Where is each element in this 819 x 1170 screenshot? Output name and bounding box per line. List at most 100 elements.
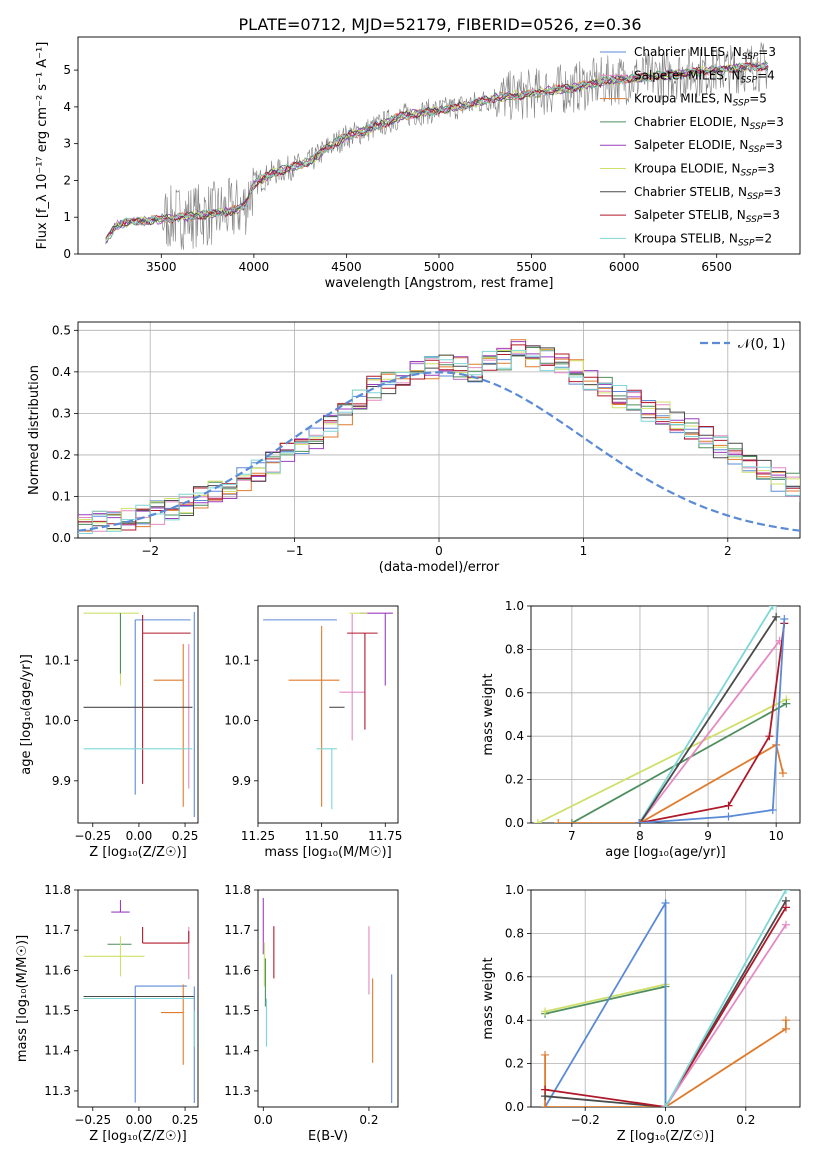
histogram-step-line bbox=[78, 349, 800, 534]
plus-marker bbox=[724, 812, 733, 821]
y-tick-label: 2 bbox=[63, 173, 71, 187]
plus-marker bbox=[781, 1024, 790, 1033]
legend-entry: 𝒩(0, 1) bbox=[738, 337, 785, 352]
x-tick-label: 7 bbox=[568, 829, 576, 843]
y-tick-label: 0.0 bbox=[505, 1100, 524, 1114]
x-tick-label: 11.50 bbox=[304, 829, 338, 843]
legend-suffix: =3 bbox=[758, 45, 776, 59]
x-axis-label: age [log₁₀(age/yr)] bbox=[605, 845, 726, 860]
axes-frame bbox=[530, 605, 801, 824]
y-axis-label: Flux [f_λ 10⁻¹⁷ erg cm⁻² s⁻¹ A⁻¹] bbox=[35, 42, 50, 250]
weight-series-line bbox=[639, 623, 786, 823]
x-tick-label: −0.2 bbox=[571, 1113, 600, 1127]
age_vs_Z-axes: −0.25 0.00 0.25 9.9 10.0 10.1 Z [log₁₀(Z/Z☉)] a… bbox=[19, 605, 199, 860]
plus-marker bbox=[567, 819, 576, 823]
legend-entry: Salpeter STELIB, NSSP=3 bbox=[634, 208, 780, 225]
axes-frame bbox=[77, 605, 199, 824]
y-tick-label: 11.7 bbox=[44, 923, 71, 937]
residuals-axes: −2 −1 0 1 2 0.0 0.1 0.2 0.3 0.4 0.5 (data-model)/er… bbox=[27, 321, 801, 575]
axes-frame bbox=[77, 36, 801, 255]
errorbar-point bbox=[134, 985, 187, 1103]
y-tick-label: 0.5 bbox=[52, 323, 71, 337]
plus-marker bbox=[772, 612, 781, 621]
plus-marker bbox=[635, 819, 644, 823]
y-tick-label: 11.7 bbox=[224, 923, 251, 937]
legend-suffix: =3 bbox=[757, 162, 775, 176]
y-tick-label: 3 bbox=[63, 137, 71, 151]
errorbar-point bbox=[339, 613, 365, 741]
mass_vs_Z-points bbox=[83, 900, 195, 1103]
legend-sub: SSP bbox=[748, 145, 765, 155]
y-tick-label: 5 bbox=[63, 63, 71, 77]
model-fit-line bbox=[105, 62, 768, 242]
y-axis-label: mass [log₁₀(M/M☉)] bbox=[15, 935, 30, 1062]
y-tick-label: 0.0 bbox=[52, 531, 71, 545]
x-axis-label: E(B-V) bbox=[308, 1129, 348, 1144]
legend-entry: Chabrier STELIB, NSSP=3 bbox=[634, 185, 781, 202]
mass_vs_ebv-axes: 0.0 0.2 11.3 11.4 11.5 11.6 11.7 11.8 E(B-V) bbox=[224, 883, 399, 1144]
x-tick-label: −0.25 bbox=[74, 829, 111, 843]
x-tick-label: 0.0 bbox=[254, 1113, 273, 1127]
legend-sub: SSP bbox=[747, 192, 764, 202]
y-tick-label: 11.4 bbox=[224, 1044, 251, 1058]
legend-suffix: =5 bbox=[749, 92, 767, 106]
age_vs_mass-axes: 11.25 11.50 11.75 9.9 10.0 10.1 mass [log₁₀(M/… bbox=[224, 605, 402, 860]
legend-suffix: =3 bbox=[764, 185, 782, 199]
legend-entry: Chabrier MILES, NSSP=3 bbox=[634, 45, 776, 62]
y-tick-label: 0.2 bbox=[505, 1057, 524, 1071]
mass_vs_Z-axes: −0.25 0.00 0.25 11.3 11.4 11.5 11.6 11.7 11.8 Z [… bbox=[15, 883, 199, 1144]
weight-series-line bbox=[639, 618, 786, 823]
y-tick-label: 11.8 bbox=[224, 883, 251, 897]
legend-sub: SSP bbox=[733, 99, 750, 109]
plus-marker bbox=[554, 819, 563, 823]
y-axis-label: mass weight bbox=[481, 957, 496, 1039]
model-fit-line bbox=[105, 62, 769, 239]
y-tick-label: 0.0 bbox=[505, 816, 524, 830]
x-tick-label: 5000 bbox=[424, 260, 455, 274]
plus-marker bbox=[781, 903, 790, 912]
legend-sub: SSP bbox=[741, 75, 758, 85]
axes-frame bbox=[77, 889, 199, 1108]
plus-marker bbox=[780, 615, 789, 624]
x-tick-label: 9 bbox=[704, 829, 712, 843]
weight_vs_age-axes: 7 8 9 10 0.0 0.2 0.4 0.6 0.8 1.0 age [log₁₀(age/yr… bbox=[481, 599, 801, 860]
plus-marker bbox=[635, 819, 644, 823]
x-tick-label: 11.25 bbox=[241, 829, 275, 843]
y-tick-label: 1.0 bbox=[505, 883, 524, 897]
y-tick-label: 0.2 bbox=[505, 773, 524, 787]
weight-series-line bbox=[545, 900, 787, 1107]
plus-marker bbox=[781, 920, 790, 929]
y-tick-label: 10.0 bbox=[224, 714, 251, 728]
x-tick-label: 0 bbox=[435, 544, 443, 558]
x-tick-label: 4000 bbox=[239, 260, 270, 274]
plus-marker bbox=[782, 699, 791, 708]
x-axis-label: Z [log₁₀(Z/Z☉)] bbox=[89, 845, 186, 860]
plus-marker bbox=[768, 805, 777, 814]
axes-frame bbox=[77, 321, 801, 539]
weight-series-line bbox=[638, 606, 774, 823]
x-tick-label: 0.25 bbox=[172, 1113, 199, 1127]
weight-series-line bbox=[639, 640, 781, 823]
y-tick-label: 11.8 bbox=[44, 883, 71, 897]
y-tick-label: 10.1 bbox=[44, 653, 71, 667]
x-axis-label: Z [log₁₀(Z/Z☉)] bbox=[617, 1129, 714, 1144]
y-tick-label: 0.4 bbox=[505, 729, 524, 743]
axes-frame bbox=[257, 889, 399, 1108]
y-tick-label: 0.4 bbox=[505, 1013, 524, 1027]
residual-histograms bbox=[78, 339, 800, 534]
y-tick-label: 11.4 bbox=[44, 1044, 71, 1058]
y-tick-label: 4 bbox=[63, 100, 71, 114]
x-tick-label: 8 bbox=[636, 829, 644, 843]
y-tick-label: 0.6 bbox=[505, 970, 524, 984]
legend-suffix: =2 bbox=[754, 231, 772, 245]
y-tick-label: 11.3 bbox=[44, 1084, 71, 1098]
legend-label: Salpeter MILES, N bbox=[634, 68, 741, 82]
y-tick-label: 9.9 bbox=[232, 774, 251, 788]
plus-marker bbox=[541, 1085, 550, 1094]
x-tick-label: 3500 bbox=[146, 260, 177, 274]
x-tick-label: 0.00 bbox=[126, 1113, 153, 1127]
weight-series-line bbox=[544, 906, 787, 1107]
x-tick-label: 0.25 bbox=[172, 829, 199, 843]
residual-legend: 𝒩(0, 1) bbox=[700, 337, 785, 352]
